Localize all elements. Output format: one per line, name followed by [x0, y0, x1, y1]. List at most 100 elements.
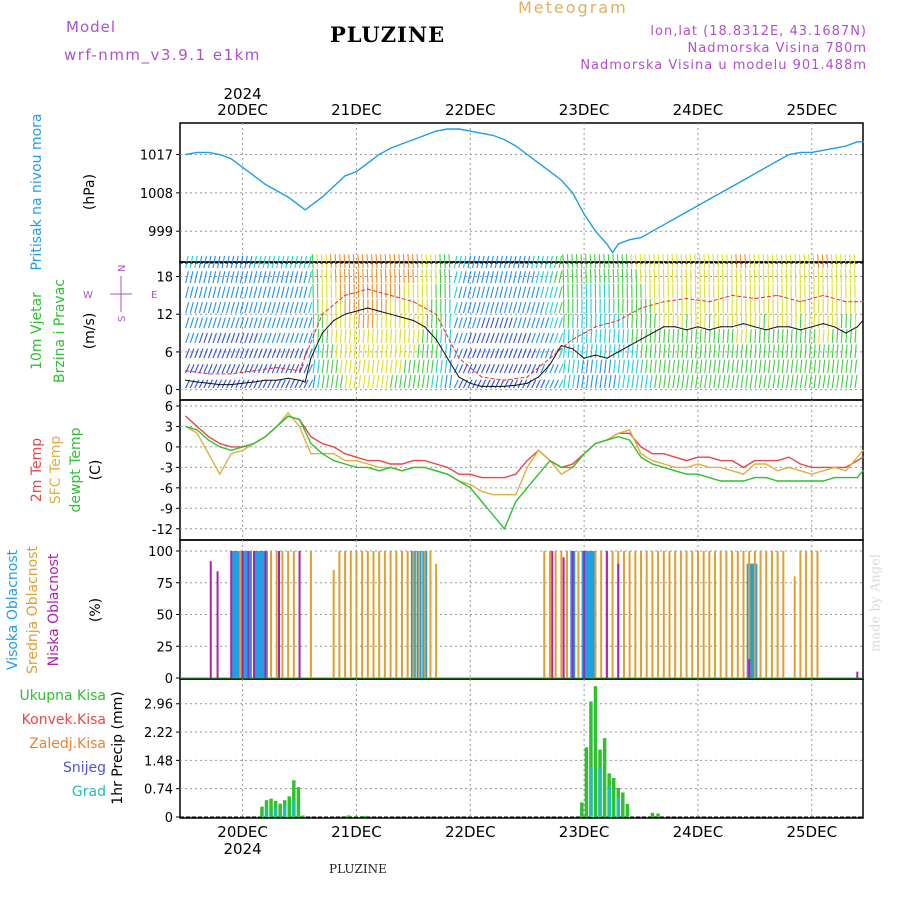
wind-barb	[840, 344, 844, 359]
wind-barb	[226, 348, 231, 359]
wind-barb	[434, 254, 437, 269]
wind-barb	[503, 255, 508, 269]
pressure-point	[811, 151, 813, 154]
wind-barb	[803, 254, 806, 269]
wind-barb	[745, 314, 747, 329]
wind-barb	[786, 359, 789, 374]
temperature-point	[321, 453, 323, 455]
wind-barb	[699, 359, 703, 374]
wind-barb	[280, 255, 285, 269]
wind-barb	[398, 269, 401, 284]
wind-barb	[571, 254, 574, 269]
wind-barb	[767, 269, 770, 284]
wind-barb	[818, 314, 820, 329]
wind-barb	[294, 332, 299, 344]
wind-barb	[317, 374, 321, 389]
wind-barb	[244, 379, 250, 389]
wind-point	[367, 288, 369, 290]
wind-barb	[772, 269, 774, 284]
wind-barb	[854, 359, 858, 374]
cloud-bar	[332, 570, 335, 678]
watermark: made by Angel	[868, 554, 884, 652]
y-label-temp-unit: (C)	[88, 460, 104, 481]
wind-barb	[676, 359, 680, 374]
wind-barb	[499, 286, 504, 299]
temperature-point	[503, 494, 506, 496]
wind-barb	[453, 301, 458, 314]
wind-barb	[276, 332, 281, 344]
cloud-bar	[247, 551, 250, 678]
wind-barb	[221, 363, 227, 374]
wind-barb	[604, 344, 607, 359]
wind-barb	[808, 374, 812, 389]
wind-barb	[276, 348, 281, 359]
temperature-point	[822, 466, 824, 468]
wind-barb	[499, 363, 505, 374]
pressure-point	[788, 153, 790, 156]
wind-barb	[804, 359, 808, 374]
wind-barb	[221, 271, 226, 284]
wind-barb	[503, 301, 509, 314]
wind-barb	[449, 314, 451, 329]
wind-barb	[462, 286, 467, 299]
wind-barb	[226, 317, 231, 329]
wind-barb	[549, 301, 554, 314]
wind-barb	[726, 344, 730, 359]
wind-barb	[253, 301, 258, 314]
wind-barb	[844, 269, 847, 284]
temperature-point	[492, 494, 494, 496]
wind-barb	[258, 286, 262, 299]
wind-barb	[758, 374, 762, 389]
wind-barb	[531, 286, 536, 299]
wind-barb	[781, 314, 784, 329]
wind-barb	[535, 286, 540, 299]
wind-barb	[449, 344, 452, 359]
wind-barb	[280, 286, 285, 299]
wind-barb	[753, 254, 756, 269]
wind-barb	[572, 314, 574, 329]
wind-barb	[544, 379, 550, 389]
wind-point	[811, 326, 813, 328]
precip-bar	[278, 803, 282, 817]
temperature-point	[196, 425, 198, 428]
pressure-point	[651, 230, 654, 232]
wind-barb	[522, 271, 526, 284]
wind-barb	[294, 286, 299, 299]
pressure-point	[742, 179, 745, 181]
wind-barb	[462, 348, 468, 359]
wind-barb	[326, 374, 330, 389]
wind-barb	[308, 271, 312, 284]
wind-barb	[348, 254, 351, 269]
wind-barb	[844, 254, 847, 269]
temperature-point	[401, 470, 403, 472]
cloud-bar	[736, 551, 739, 678]
y-tick-label-cloud: 50	[156, 609, 173, 624]
wind-barb	[753, 269, 756, 284]
wind-barb	[812, 269, 815, 284]
wind-barb	[312, 374, 316, 389]
pressure-point	[606, 243, 608, 245]
y-tick-label-pressure: 1017	[140, 149, 173, 164]
wind-barb	[731, 344, 734, 359]
wind-barb	[189, 332, 195, 344]
wind-barb	[549, 271, 554, 284]
wind-barb	[421, 254, 424, 269]
wind-barb	[617, 269, 619, 284]
wind-barb	[481, 332, 486, 344]
wind-barb	[226, 286, 231, 299]
wind-barb	[298, 286, 303, 299]
wind-barb	[708, 359, 712, 374]
wind-barb	[694, 269, 697, 284]
wind-barb	[818, 344, 821, 359]
wind-barb	[608, 269, 610, 284]
wind-barb	[676, 314, 679, 329]
wind-barb	[235, 363, 241, 374]
wind-point	[549, 357, 551, 359]
wind-barb	[453, 271, 458, 284]
wind-barb	[494, 286, 499, 299]
temperature-point	[367, 459, 369, 462]
wind-barb	[790, 344, 794, 359]
cloud-bar	[554, 551, 557, 678]
temperature-point	[435, 463, 437, 465]
cloud-bar	[355, 551, 358, 678]
